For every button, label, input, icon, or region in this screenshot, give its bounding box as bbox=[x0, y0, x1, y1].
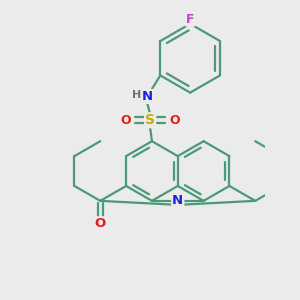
Text: H: H bbox=[132, 90, 141, 100]
Text: N: N bbox=[141, 90, 152, 103]
Text: N: N bbox=[172, 194, 183, 207]
Text: O: O bbox=[94, 217, 106, 230]
Text: S: S bbox=[145, 113, 155, 127]
Text: F: F bbox=[186, 13, 194, 26]
Text: O: O bbox=[169, 114, 180, 127]
Text: O: O bbox=[120, 114, 131, 127]
